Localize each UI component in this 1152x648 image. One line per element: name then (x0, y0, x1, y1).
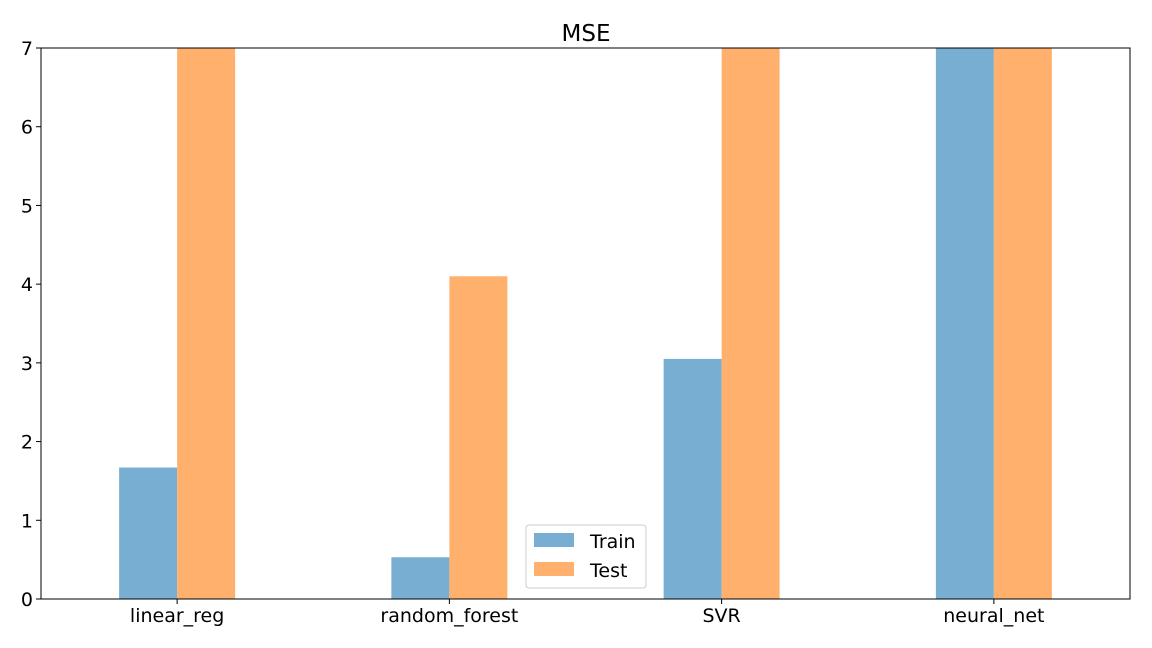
bar-test-random_forest (449, 276, 508, 599)
x-axis: linear_reg random_forest SVR neural_net (130, 599, 1044, 627)
y-tick-label-1: 1 (21, 510, 33, 532)
x-tick-label-random_forest: random_forest (380, 605, 518, 627)
y-tick-label-0: 0 (21, 589, 33, 611)
x-tick-label-neural_net: neural_net (943, 605, 1044, 627)
legend-swatch-test (534, 562, 574, 576)
legend: Train Test (525, 524, 647, 589)
y-tick-label-5: 5 (21, 195, 33, 217)
y-tick-label-6: 6 (21, 117, 33, 139)
chart-title: MSE (562, 21, 611, 47)
legend-label-test: Test (589, 560, 627, 582)
bar-train-random_forest (391, 557, 450, 599)
y-tick-label-2: 2 (21, 432, 33, 454)
bar-test-neural_net (993, 48, 1052, 599)
x-tick-label-SVR: SVR (702, 605, 740, 627)
y-tick-label-3: 3 (21, 353, 33, 375)
bar-train-linear_reg (119, 467, 178, 599)
x-tick-label-linear_reg: linear_reg (130, 605, 224, 627)
plot-frame (40, 47, 1131, 600)
bar-test-linear_reg (177, 48, 236, 599)
bar-train-SVR (663, 358, 722, 599)
bar-test-SVR (721, 48, 780, 599)
legend-label-train: Train (589, 531, 636, 553)
legend-swatch-train (534, 533, 574, 547)
y-tick-label-4: 4 (21, 274, 33, 296)
bar-train-neural_net (935, 48, 994, 599)
bars-group (119, 48, 1052, 599)
y-tick-label-7: 7 (21, 38, 33, 60)
y-axis: 0 1 2 3 4 5 6 7 (21, 38, 41, 611)
